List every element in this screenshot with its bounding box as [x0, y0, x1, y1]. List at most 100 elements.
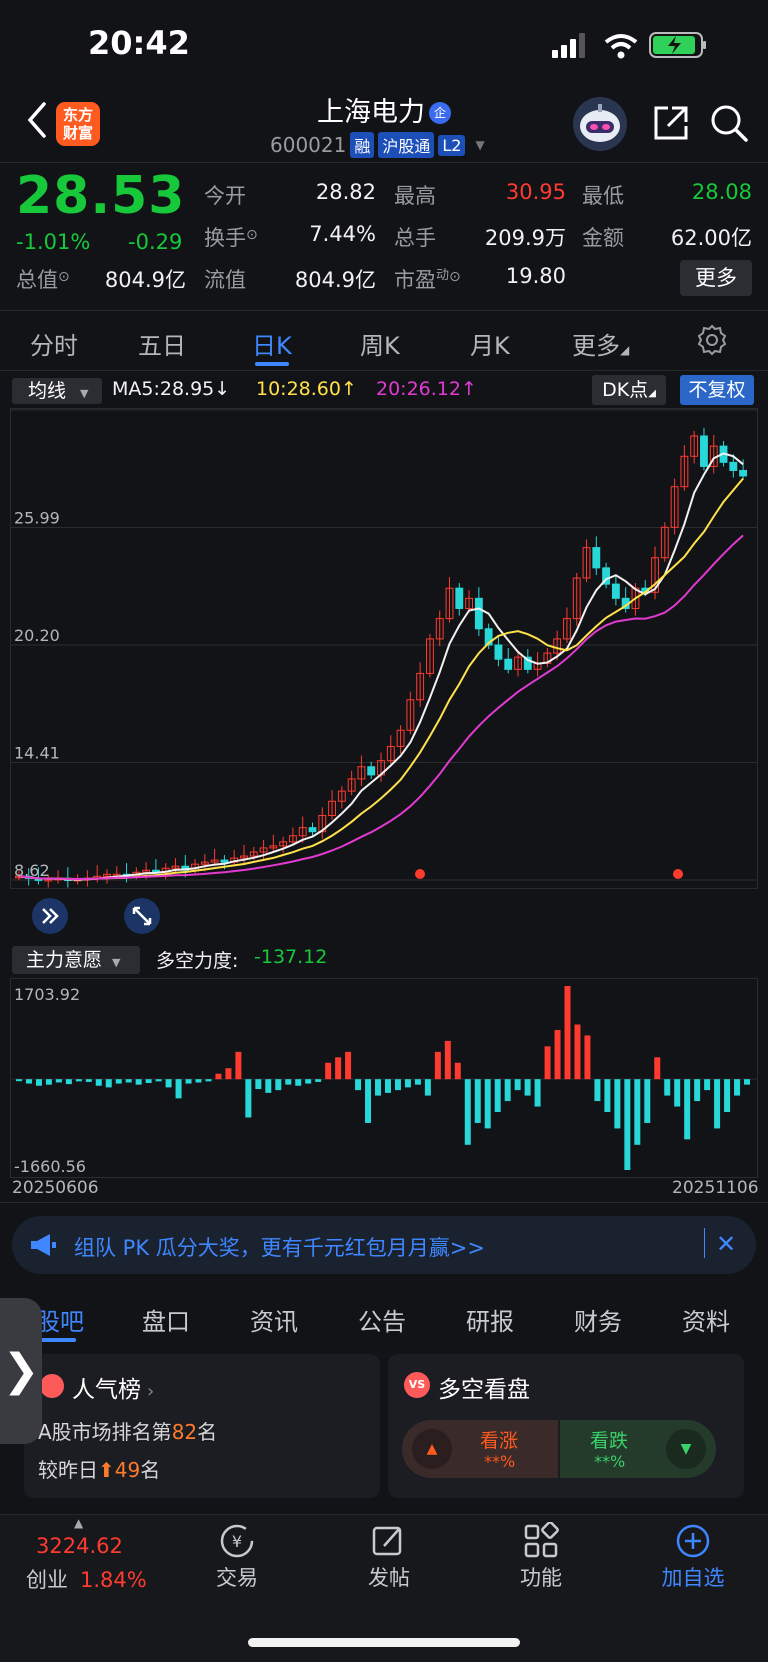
volume-label: 总手 — [394, 226, 436, 250]
candle — [171, 865, 180, 869]
tab-pankou[interactable]: 盘口 — [142, 1308, 190, 1336]
force-bar — [195, 1079, 202, 1083]
arrow-up-icon: ▲ — [412, 1429, 452, 1469]
kline-chart[interactable]: 31.78 25.99 20.20 14.41 8.62 — [10, 408, 758, 938]
tab-news[interactable]: 资讯 — [250, 1308, 298, 1336]
rank-title: 人气榜 › — [72, 1377, 155, 1403]
candle — [328, 800, 336, 816]
candle — [465, 597, 474, 609]
dk-point-button[interactable]: DK点◢ — [592, 375, 666, 405]
bearish-button[interactable]: 看跌 **% ▼ — [560, 1420, 716, 1478]
force-bar — [474, 1079, 481, 1123]
signal-dot — [673, 869, 683, 879]
candle — [308, 827, 317, 833]
stock-code: 600021 — [270, 133, 347, 157]
candle — [298, 827, 307, 837]
bullish-button[interactable]: ▲ 看涨 **% — [402, 1420, 558, 1478]
nav-add-watchlist[interactable]: 加自选 — [661, 1566, 725, 1590]
popularity-card[interactable]: 人气榜 › A股市场排名第82名 较昨日⬆49名 — [24, 1354, 380, 1498]
nav-post[interactable]: 发帖 — [368, 1566, 410, 1590]
force-bar — [614, 1079, 621, 1129]
tab-month-k[interactable]: 月K — [470, 332, 510, 360]
tab-guba[interactable]: 股吧 — [36, 1308, 84, 1336]
index-ticker[interactable]: 创业 1.84% — [26, 1568, 147, 1592]
force-bar — [544, 1046, 551, 1080]
candle — [318, 814, 327, 833]
tab-profile[interactable]: 资料 — [682, 1308, 730, 1336]
post-icon[interactable] — [370, 1522, 408, 1560]
candle — [474, 597, 483, 630]
force-bar — [335, 1057, 342, 1080]
main-force-chart[interactable]: 1703.92 -1660.56 — [10, 978, 758, 1178]
high-value: 30.95 — [505, 180, 566, 204]
expand-left-icon[interactable] — [30, 896, 70, 936]
chart-frame — [10, 408, 758, 889]
tab-day-k[interactable]: 日K — [252, 332, 292, 360]
high-label: 最高 — [394, 184, 436, 208]
close-icon[interactable]: ✕ — [716, 1230, 737, 1258]
force-bar — [524, 1079, 531, 1096]
side-expand-handle[interactable]: ❯ — [0, 1298, 42, 1444]
rank-line2: 较昨日⬆49名 — [38, 1458, 161, 1482]
chevron-down-icon: ▼ — [112, 956, 121, 969]
force-bar — [305, 1079, 312, 1084]
force-bar — [494, 1079, 501, 1112]
force-bar — [664, 1079, 671, 1096]
bull-bear-card[interactable]: VS 多空看盘 ▲ 看涨 **% 看跌 **% ▼ — [388, 1354, 744, 1498]
banner-text[interactable]: 组队 PK 瓜分大奖，更有千元红包月月赢>> — [74, 1236, 485, 1260]
force-bar — [345, 1051, 352, 1080]
force-bar — [245, 1079, 252, 1118]
search-icon[interactable] — [708, 102, 750, 144]
stock-subline[interactable]: 600021 融 沪股通 L2 ▼ — [270, 132, 485, 158]
more-button[interactable]: 更多 — [680, 260, 752, 296]
float-cap-label: 流值 — [204, 268, 246, 292]
fullscreen-icon[interactable] — [122, 896, 162, 936]
force-bar — [704, 1079, 711, 1091]
tab-announcement[interactable]: 公告 — [358, 1308, 406, 1336]
candle — [592, 547, 601, 569]
adjust-button[interactable]: 不复权 — [680, 375, 754, 405]
vs-title: 多空看盘 — [438, 1377, 530, 1403]
force-bar — [15, 1079, 22, 1082]
tab-finance[interactable]: 财务 — [574, 1308, 622, 1336]
force-bar — [95, 1079, 102, 1086]
battery-icon — [649, 32, 706, 58]
status-icons — [552, 32, 706, 59]
back-icon[interactable] — [22, 100, 52, 140]
tab-five-day[interactable]: 五日 — [138, 332, 186, 360]
tab-more[interactable]: 更多◢ — [572, 332, 630, 360]
change-percent: -1.01% — [16, 230, 91, 254]
tab-research[interactable]: 研报 — [466, 1308, 514, 1336]
candle — [406, 699, 415, 731]
ma-select[interactable]: 均线 ▼ — [12, 378, 102, 404]
candle — [651, 557, 659, 593]
tab-underline — [36, 1338, 76, 1342]
y-tick-label: 25.99 — [14, 509, 60, 528]
enterprise-badge: 企 — [429, 102, 451, 124]
share-icon[interactable] — [650, 102, 692, 144]
promo-banner[interactable] — [12, 1216, 756, 1274]
force-bar — [384, 1079, 391, 1093]
y-tick-label: 20.20 — [14, 626, 60, 645]
tab-intraday[interactable]: 分时 — [30, 332, 78, 360]
candle — [367, 766, 376, 776]
force-bar — [554, 1029, 561, 1080]
change-amount: -0.29 — [128, 230, 183, 254]
function-icon[interactable] — [522, 1522, 560, 1560]
indicator-label: 多空力度: — [156, 950, 239, 972]
force-bar — [404, 1079, 411, 1088]
indicator-select[interactable]: 主力意愿 ▼ — [12, 946, 140, 974]
add-watchlist-icon[interactable] — [674, 1522, 712, 1560]
nav-trade[interactable]: 交易 — [216, 1566, 258, 1590]
candle — [210, 859, 219, 863]
index-value[interactable]: 3224.62 — [36, 1534, 123, 1558]
pe-label: 市盈动⊙ — [394, 268, 461, 292]
tab-week-k[interactable]: 周K — [360, 332, 400, 360]
gear-icon[interactable] — [696, 324, 728, 356]
candle — [279, 841, 288, 847]
trade-icon[interactable]: ¥ — [218, 1522, 256, 1560]
force-bar — [175, 1079, 182, 1099]
force-bar — [375, 1079, 382, 1096]
assistant-robot-icon[interactable] — [572, 96, 628, 152]
nav-function[interactable]: 功能 — [520, 1566, 562, 1590]
